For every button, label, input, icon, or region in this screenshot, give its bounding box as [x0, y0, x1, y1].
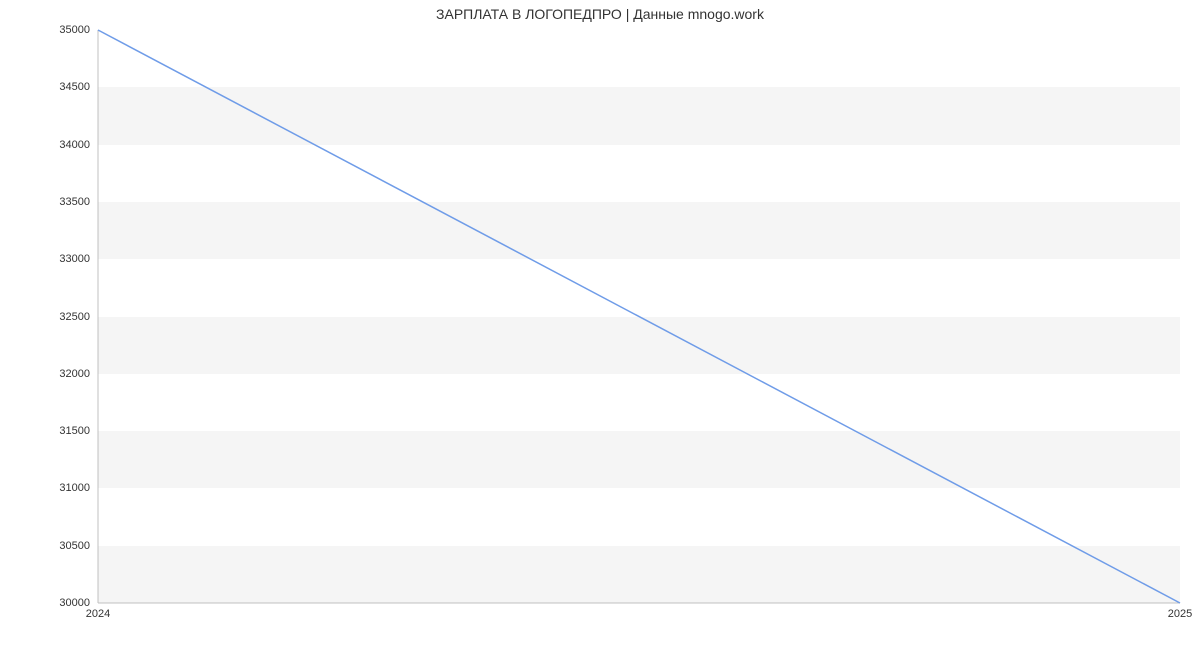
y-tick-label: 31500	[0, 425, 90, 437]
y-tick-label: 30500	[0, 540, 90, 552]
series-line	[98, 30, 1180, 603]
line-layer	[98, 30, 1180, 603]
chart-container: ЗАРПЛАТА В ЛОГОПЕДПРО | Данные mnogo.wor…	[0, 0, 1200, 650]
plot-area	[98, 30, 1180, 603]
x-tick-label: 2024	[86, 608, 110, 620]
y-tick-label: 34500	[0, 81, 90, 93]
y-tick-label: 30000	[0, 597, 90, 609]
y-tick-label: 34000	[0, 139, 90, 151]
y-tick-label: 32000	[0, 368, 90, 380]
y-tick-label: 31000	[0, 482, 90, 494]
y-tick-label: 33000	[0, 253, 90, 265]
x-tick-label: 2025	[1168, 608, 1192, 620]
y-tick-label: 35000	[0, 24, 90, 36]
y-tick-label: 32500	[0, 311, 90, 323]
y-tick-label: 33500	[0, 196, 90, 208]
chart-title: ЗАРПЛАТА В ЛОГОПЕДПРО | Данные mnogo.wor…	[0, 6, 1200, 22]
